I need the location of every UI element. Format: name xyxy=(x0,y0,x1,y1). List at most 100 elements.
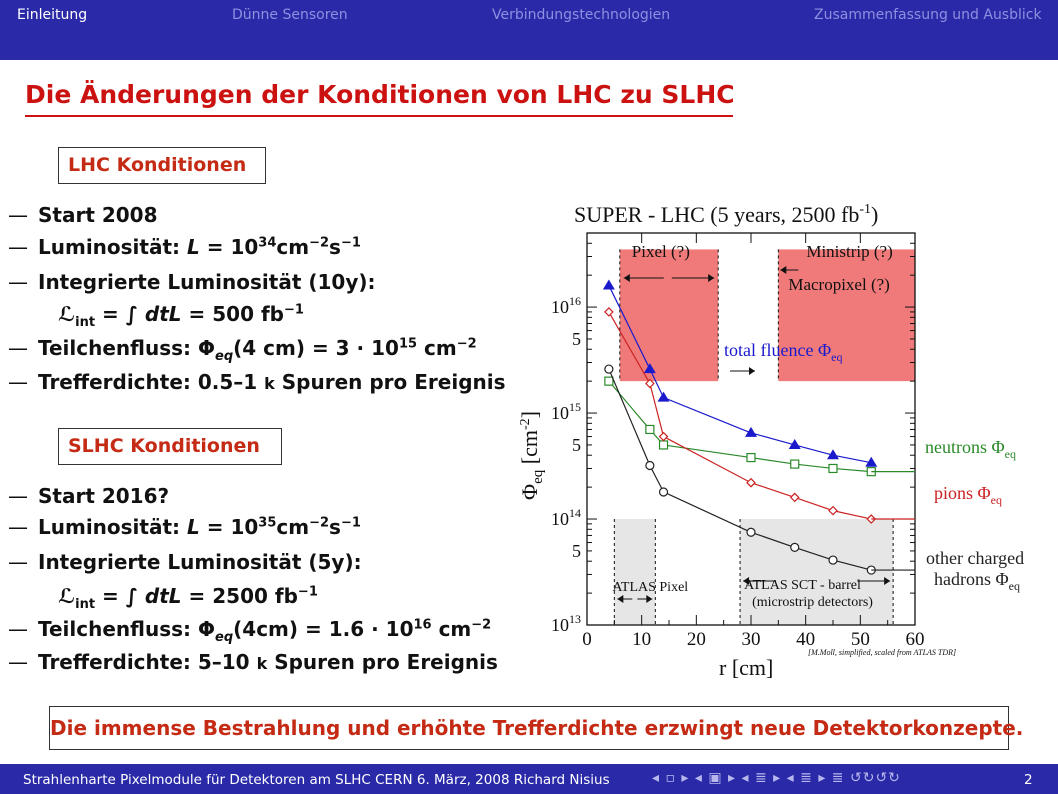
slhc-hit-rest: Spuren pro Ereignis xyxy=(274,650,498,674)
nav-item-verbindungstechnologien[interactable]: Verbindungstechnologien xyxy=(492,7,671,23)
lhc-flux-symbol: Φ xyxy=(198,336,216,360)
slhc-int-sub: int xyxy=(75,597,96,612)
region-ministrip-arrow-head xyxy=(780,266,787,274)
lhc-flux-line: — Teilchenfluss: Φeq(4 cm) = 3 · 1015 cm−… xyxy=(8,336,477,364)
lhc-luminosity-line: — Luminosität: L = 1034cm−2s−1 xyxy=(8,235,361,259)
series-pions-point-0 xyxy=(604,307,614,317)
series-total-point-0 xyxy=(602,279,615,290)
lhc-lumi-unit-s-exp: −1 xyxy=(340,235,361,251)
series-pions-point-1 xyxy=(645,378,655,389)
slhc-flux-unit: cm xyxy=(438,617,472,641)
lhc-hit-rest: Spuren pro Ereignis xyxy=(281,370,506,394)
region-macropixel-label: Macropixel (?) xyxy=(788,275,889,294)
y-axis-label-exp: -2 xyxy=(518,418,533,430)
lhc-flux-label: Teilchenfluss: xyxy=(38,336,192,360)
series-neutrons-point-1 xyxy=(645,424,655,435)
beamer-navigation-icons[interactable]: ◂ ▫ ▸ ◂ ▣ ▸ ◂ ≣ ▸ ◂ ≣ ▸ ≣ ↺↻↺↻ xyxy=(652,770,901,786)
y-tick-label-5: 5 xyxy=(572,541,581,561)
slhc-lumi-exp: 35 xyxy=(258,515,277,531)
lhc-lumi-symbol: L xyxy=(187,235,200,259)
slide-title: Die Änderungen der Konditionen von LHC z… xyxy=(25,80,735,109)
chart-title: SUPER - LHC (5 years, 2500 fb-1) xyxy=(574,202,878,227)
slhc-lumi-base: 10 xyxy=(230,515,259,539)
y-tick-label-3: 5 xyxy=(572,435,581,455)
slhc-hit-label: Trefferdichte: 5–10 xyxy=(38,650,250,674)
region-2-shade xyxy=(614,519,656,625)
series-neutrons-label: neutrons Φeq xyxy=(925,437,1016,461)
lhc-lumi-exp: 34 xyxy=(258,235,277,251)
slhc-lumi-label: Luminosität: xyxy=(38,515,181,539)
x-axis-label: r [cm] xyxy=(719,655,773,680)
lhc-lumi-unit-s: s xyxy=(329,235,341,259)
y-tick-label-2: 1015 xyxy=(551,400,581,423)
lhc-start-line: — Start 2008 xyxy=(8,203,158,227)
y-axis-label: Φeq [cm-2] xyxy=(517,411,546,500)
slhc-flux-symbol: Φ xyxy=(198,617,216,641)
lhc-flux-unit: cm xyxy=(424,336,457,360)
slhc-luminosity-line: — Luminosität: L = 1035cm−2s−1 xyxy=(8,515,361,539)
lhc-lumi-label: Luminosität: xyxy=(38,235,181,259)
lhc-int-label: Integrierte Luminosität (10y): xyxy=(38,270,376,294)
series-total-point-5 xyxy=(827,449,839,460)
x-tick-label-0: 0 xyxy=(582,629,592,650)
slhc-flux-exp: 16 xyxy=(413,617,432,633)
series-other-point-3 xyxy=(746,527,756,537)
lhc-int-unit-exp: −1 xyxy=(284,302,304,318)
region-pixel-arrow-right-head xyxy=(708,274,715,282)
region-atlas-pixel-arrow-left-head xyxy=(617,595,624,603)
region-1-shade xyxy=(778,249,915,382)
slhc-lumi-symbol: L xyxy=(187,515,200,539)
nav-item-einleitung[interactable]: Einleitung xyxy=(17,7,88,23)
lhc-int-sub: int xyxy=(75,315,96,330)
series-total-label-arrow-head xyxy=(749,367,755,375)
lhc-flux-unit-exp: −2 xyxy=(456,336,477,352)
slhc-flux-arg: (4cm) = 1.6 · 10 xyxy=(233,617,414,641)
region-atlas-pixel-arrow-right-head xyxy=(646,595,653,603)
series-other-point-1 xyxy=(645,460,655,471)
series-total-label: total fluence Φeq xyxy=(724,340,842,364)
slhc-integrated-formula: ℒint = ∫ dtL = 2500 fb−1 xyxy=(58,584,318,612)
nav-item-zusammenfassung[interactable]: Zusammenfassung und Ausblick xyxy=(814,7,1042,23)
series-total-point-2 xyxy=(657,391,670,402)
x-tick-label-40: 40 xyxy=(796,629,815,650)
series-other-point-2 xyxy=(658,487,669,497)
lhc-flux-sub: eq xyxy=(215,349,234,364)
footer-bar: Strahlenharte Pixelmodule für Detektoren… xyxy=(0,764,1058,794)
series-other-point-0 xyxy=(604,364,614,374)
series-total-point-4 xyxy=(788,438,801,449)
chart-series xyxy=(602,279,915,575)
series-total-point-6 xyxy=(865,456,878,467)
series-other-point-4 xyxy=(790,542,800,552)
region-0-shade xyxy=(619,249,719,382)
lhc-lumi-unit-cm-exp: −2 xyxy=(309,235,330,251)
lhc-lumi-base: 10 xyxy=(230,235,259,259)
slhc-hit-density-line: — Trefferdichte: 5–10 k Spuren pro Ereign… xyxy=(8,650,498,674)
footer-text: Strahlenharte Pixelmodule für Detektoren… xyxy=(23,772,610,788)
title-underline xyxy=(25,115,733,117)
slhc-flux-sub: eq xyxy=(215,630,234,645)
chart-credit: [M.Moll, simplified, scaled from ATLAS T… xyxy=(808,648,956,657)
slhc-flux-line: — Teilchenfluss: Φeq(4cm) = 1.6 · 1016 cm… xyxy=(8,617,492,645)
lhc-int-unit: fb xyxy=(260,302,284,326)
lhc-start: Start 2008 xyxy=(38,203,158,227)
slhc-start: Start 2016? xyxy=(38,484,170,508)
nav-item-duenne-sensoren[interactable]: Dünne Sensoren xyxy=(232,7,348,23)
lhc-header-box: LHC Konditionen xyxy=(58,147,266,184)
x-tick-label-60: 60 xyxy=(906,629,925,650)
x-tick-label-20: 20 xyxy=(687,629,706,650)
series-other-label-line2: hadrons Φeq xyxy=(934,569,1020,593)
region-atlas-sct-sublabel: (microstrip detectors) xyxy=(752,595,873,610)
slhc-hit-k: k xyxy=(256,654,268,673)
region-atlas-pixel-label: ATLAS Pixel xyxy=(612,580,688,595)
lhc-hit-density-line: — Trefferdichte: 0.5–1 k Spuren pro Ereig… xyxy=(8,370,506,394)
lhc-flux-arg: (4 cm) = 3 · 10 xyxy=(233,336,399,360)
region-atlas-sct-arrow-right-head xyxy=(884,577,891,585)
slhc-int-value: 2500 xyxy=(212,584,268,608)
y-axis-label-close: ] xyxy=(517,411,542,418)
slhc-header-box: SLHC Konditionen xyxy=(58,428,282,465)
slhc-int-unit: fb xyxy=(274,584,298,608)
chart-labels: Pixel (?) Ministrip (?) Macropixel (?) ATLA… xyxy=(551,242,1024,650)
chart-title-main: SUPER - LHC (5 years, 2500 fb xyxy=(574,202,859,227)
series-neutrons-point-4 xyxy=(790,459,800,469)
lhc-int-integral: = ∫ dtL = xyxy=(102,302,206,326)
